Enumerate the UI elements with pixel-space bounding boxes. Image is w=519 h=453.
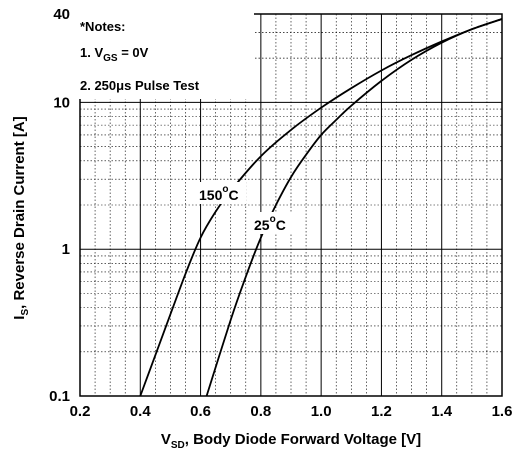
plot-frame [79, 13, 503, 397]
x-tick-label: 0.8 [250, 403, 271, 420]
x-tick-label: 1.0 [311, 403, 332, 420]
y-tick-label: 40 [53, 6, 70, 23]
x-tick-label: 0.2 [70, 403, 91, 420]
tick-labels: 0.2 0.4 0.6 0.8 1.0 1.2 1.4 1.6 0.1 1 10 40 [49, 6, 512, 420]
y-tick-label: 1 [62, 241, 70, 258]
curves [139, 18, 503, 397]
series-line-25c [205, 18, 503, 397]
y-tick-label: 0.1 [49, 388, 70, 405]
grid [80, 14, 502, 396]
y-axis-label: IS, Reverse Drain Current [A] [11, 116, 31, 319]
x-tick-label: 1.6 [492, 403, 513, 420]
x-tick-label: 0.6 [190, 403, 211, 420]
notes-title: *Notes: [80, 19, 126, 34]
series-line-150c [139, 18, 503, 397]
notes-box [74, 13, 254, 99]
x-tick-label: 0.4 [130, 403, 152, 420]
note-line-2: 2. 250μs Pulse Test [80, 78, 200, 93]
y-tick-label: 10 [53, 94, 70, 111]
label-bg-25c [251, 212, 293, 234]
x-tick-label: 1.2 [371, 403, 392, 420]
x-axis-label: VSD, Body Diode Forward Voltage [V] [161, 431, 421, 451]
x-tick-label: 1.4 [431, 403, 453, 420]
series-label-25c: 25oC [254, 214, 286, 233]
label-bg-150c [196, 182, 246, 204]
series-label-150c: 150oC [199, 184, 239, 203]
note-line-1: 1. VGS = 0V [80, 45, 149, 64]
